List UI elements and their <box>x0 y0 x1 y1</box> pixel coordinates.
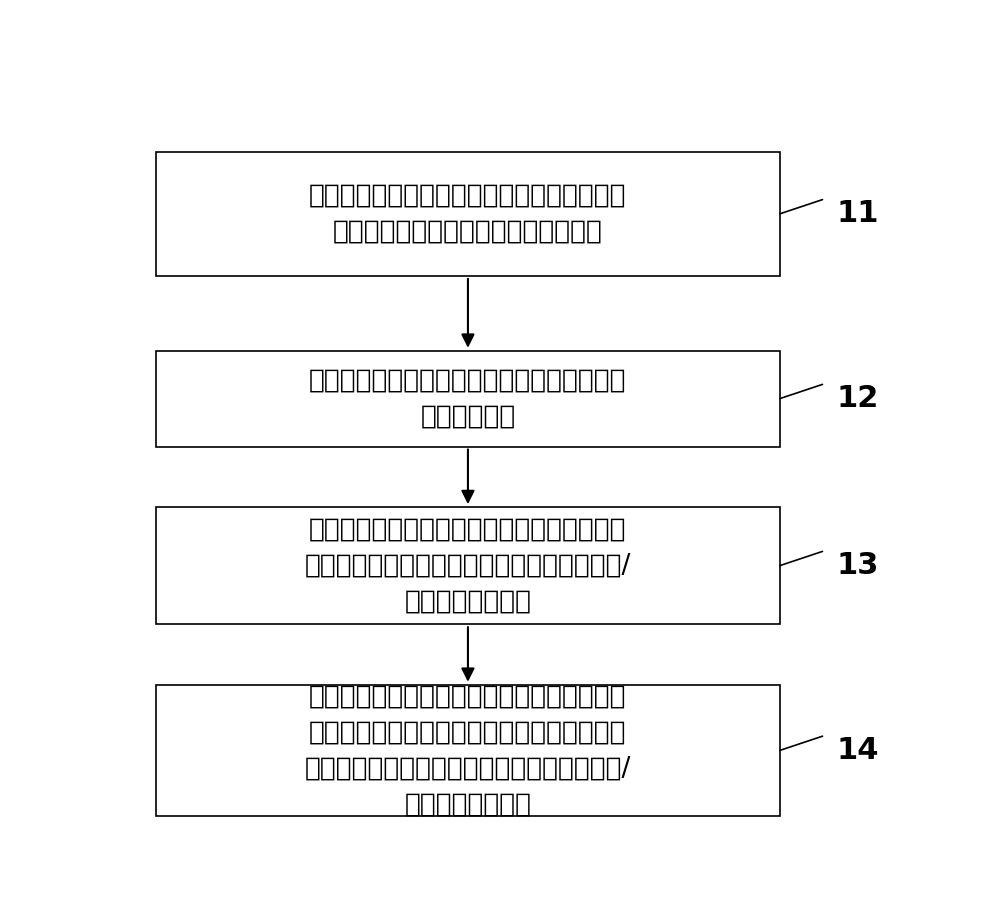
Bar <box>156 151 780 276</box>
Bar <box>156 351 780 447</box>
Text: 12: 12 <box>836 384 879 414</box>
Text: 向所述网元发送报文统计指令，使得所述网元
根据所述报文统计指令统计所述网元收到的和/
或发出的报文数目: 向所述网元发送报文统计指令，使得所述网元 根据所述报文统计指令统计所述网元收到的… <box>305 517 631 615</box>
Bar <box>156 685 780 816</box>
Text: 13: 13 <box>836 551 879 581</box>
Text: 接收客户端的网络故障检测指令，在所述网络
故障检测指令中包括待检测隧道的标识: 接收客户端的网络故障检测指令，在所述网络 故障检测指令中包括待检测隧道的标识 <box>309 183 627 245</box>
Text: 接收所述网元发送的报文统计结果，根据所述
报文统计结果确定所述网元是否发生故障，其
中所述报文统计结果中包括所述网元收到的和/
或发出的报文数目: 接收所述网元发送的报文统计结果，根据所述 报文统计结果确定所述网元是否发生故障，… <box>305 683 631 818</box>
Text: 11: 11 <box>836 199 879 228</box>
Bar <box>156 507 780 624</box>
Text: 14: 14 <box>836 736 879 765</box>
Text: 根据所述待检测隧道的标识确定所述待检测隧
道包括的网元: 根据所述待检测隧道的标识确定所述待检测隧 道包括的网元 <box>309 367 627 429</box>
